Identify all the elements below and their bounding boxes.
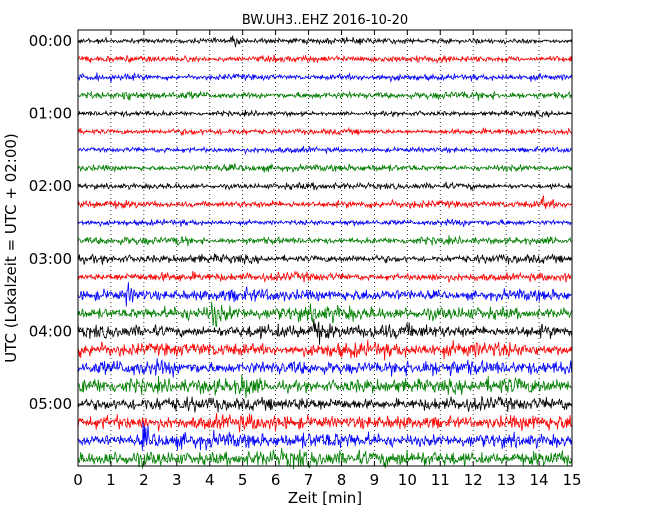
trace-row (77, 421, 572, 451)
y-tick-label: 00:00 (29, 32, 72, 50)
x-tick-label: 7 (304, 471, 314, 489)
x-tick-label: 15 (562, 471, 581, 489)
x-tick-label: 8 (337, 471, 347, 489)
trace-row (77, 109, 572, 119)
x-tick-label: 14 (530, 471, 549, 489)
y-axis-label: UTC (Lokalzeit = UTC + 02:00) (2, 133, 20, 363)
trace-row (77, 162, 572, 174)
trace-row (77, 35, 572, 48)
x-tick-label: 12 (464, 471, 483, 489)
x-tick-label: 3 (172, 471, 182, 489)
trace-row (77, 180, 572, 192)
trace-row (77, 358, 572, 378)
y-tick-label: 02:00 (29, 177, 72, 195)
x-tick-label: 11 (431, 471, 450, 489)
y-tick-label: 01:00 (29, 105, 72, 123)
x-tick-label: 1 (106, 471, 116, 489)
y-tick-label: 04:00 (29, 323, 72, 341)
y-tick-label: 05:00 (29, 395, 72, 413)
trace-row (77, 235, 572, 247)
trace-row (77, 413, 572, 433)
axis-ticks (77, 30, 573, 466)
plot-background (78, 30, 572, 466)
x-tick-labels: 0 1 2 3 4 5 6 7 8 9 10 11 12 13 14 15 (73, 471, 581, 489)
x-tick-label: 6 (271, 471, 281, 489)
trace-row (77, 218, 572, 228)
trace-row (77, 282, 572, 307)
x-tick-label: 13 (497, 471, 516, 489)
trace-row (77, 195, 572, 210)
x-tick-label: 9 (370, 471, 380, 489)
trace-row (77, 90, 572, 101)
y-tick-labels: 00:00 01:00 02:00 03:00 04:00 05:00 (29, 32, 72, 413)
x-tick-label: 2 (139, 471, 149, 489)
plot-frame (77, 29, 573, 467)
seismic-traces (77, 35, 572, 470)
trace-row (77, 72, 572, 83)
trace-row (77, 339, 572, 361)
x-tick-label: 10 (398, 471, 417, 489)
trace-row (77, 396, 572, 413)
plot-area (78, 30, 572, 466)
trace-row (77, 374, 572, 398)
x-tick-label: 0 (73, 471, 83, 489)
y-tick-label: 03:00 (29, 250, 72, 268)
trace-row (77, 253, 572, 265)
x-tick-label: 4 (205, 471, 215, 489)
trace-row (77, 126, 572, 137)
trace-row (77, 448, 572, 470)
trace-row (77, 53, 572, 65)
trace-row (77, 318, 572, 345)
x-tick-label: 5 (238, 471, 248, 489)
trace-row (77, 301, 572, 328)
trace-row (77, 145, 572, 155)
trace-row (77, 270, 572, 284)
x-axis-label: Zeit [min] (288, 489, 362, 507)
grid-lines (78, 30, 572, 466)
chart-title: BW.UH3..EHZ 2016-10-20 (242, 13, 408, 28)
